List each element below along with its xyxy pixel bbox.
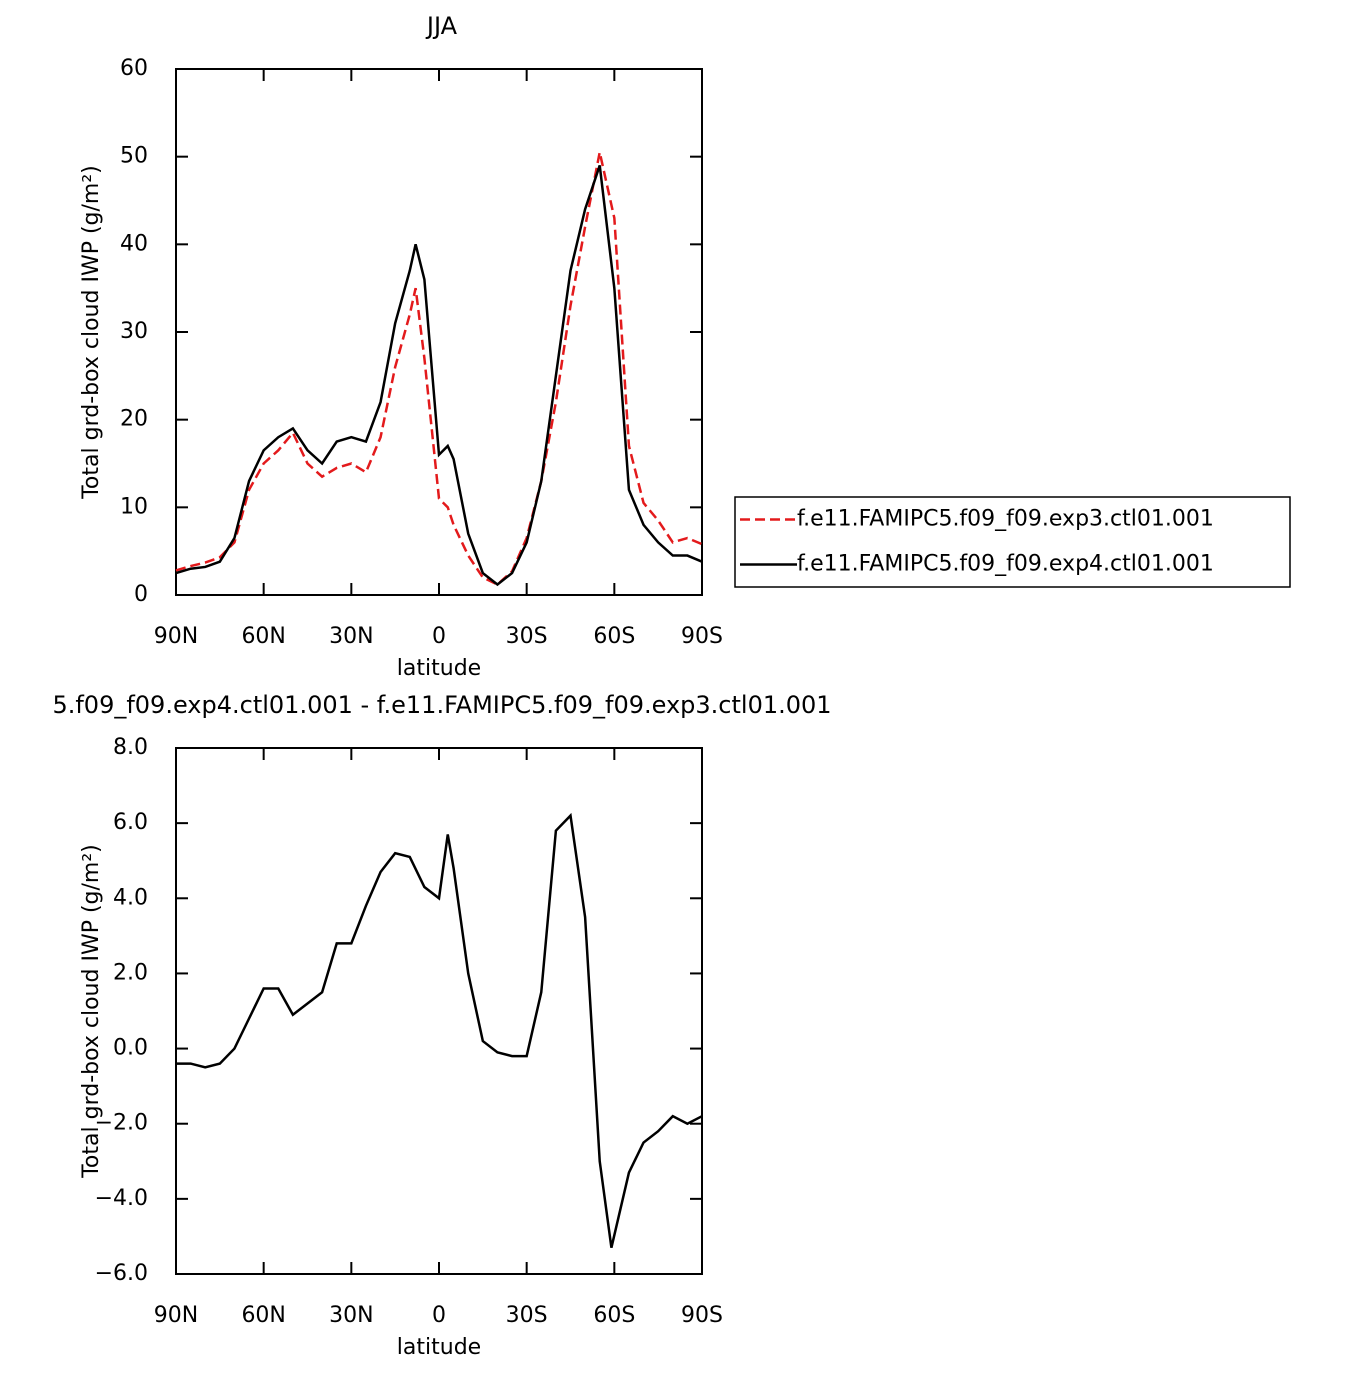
y-tick-label: 60 [120,56,148,81]
y-tick-label: 0 [134,582,148,607]
chart-title: JJA [425,12,458,40]
x-tick-label: 90N [154,624,198,649]
y-tick-label: 4.0 [113,885,148,910]
x-tick-label: 30S [506,624,548,649]
series-line [176,812,703,1248]
x-tick-label: 0 [432,624,446,649]
x-tick-label: 90S [681,624,723,649]
x-tick-label: 90N [154,1303,198,1328]
x-tick-label: 0 [432,1303,446,1328]
plot-frame [175,68,703,596]
x-tick-label: 60N [241,1303,285,1328]
legend-label: f.e11.FAMIPC5.f09_f09.exp4.ctl01.001 [797,552,1214,577]
y-tick-label: 40 [120,231,148,256]
legend-frame [734,496,1291,588]
x-axis-label: latitude [397,656,481,681]
y-tick-label: −4.0 [95,1186,148,1211]
y-tick-label: 10 [120,494,148,519]
series-line [175,165,703,587]
x-tick-label: 60S [593,1303,635,1328]
x-tick-label: 60S [593,624,635,649]
y-axis-label: Total grd-box cloud IWP (g/m²) [79,165,104,500]
series-line [175,152,703,586]
x-tick-label: 30N [329,624,373,649]
x-tick-label: 60N [241,624,285,649]
y-tick-label: 50 [120,144,148,169]
y-tick-label: 2.0 [113,960,148,985]
x-tick-label: 30S [506,1303,548,1328]
y-tick-label: 8.0 [113,735,148,760]
y-tick-label: 30 [120,319,148,344]
y-tick-label: −2.0 [95,1111,148,1136]
y-tick-label: −6.0 [95,1261,148,1286]
y-tick-label: 0.0 [113,1036,148,1061]
y-tick-label: 20 [120,407,148,432]
legend-label: f.e11.FAMIPC5.f09_f09.exp3.ctl01.001 [797,507,1214,532]
x-tick-label: 30N [329,1303,373,1328]
y-tick-label: 6.0 [113,810,148,835]
x-tick-label: 90S [681,1303,723,1328]
chart-title: 5.f09_f09.exp4.ctl01.001 - f.e11.FAMIPC5… [52,691,831,719]
y-axis-label: Total grd-box cloud IWP (g/m²) [79,844,104,1179]
x-axis-label: latitude [397,1335,481,1360]
